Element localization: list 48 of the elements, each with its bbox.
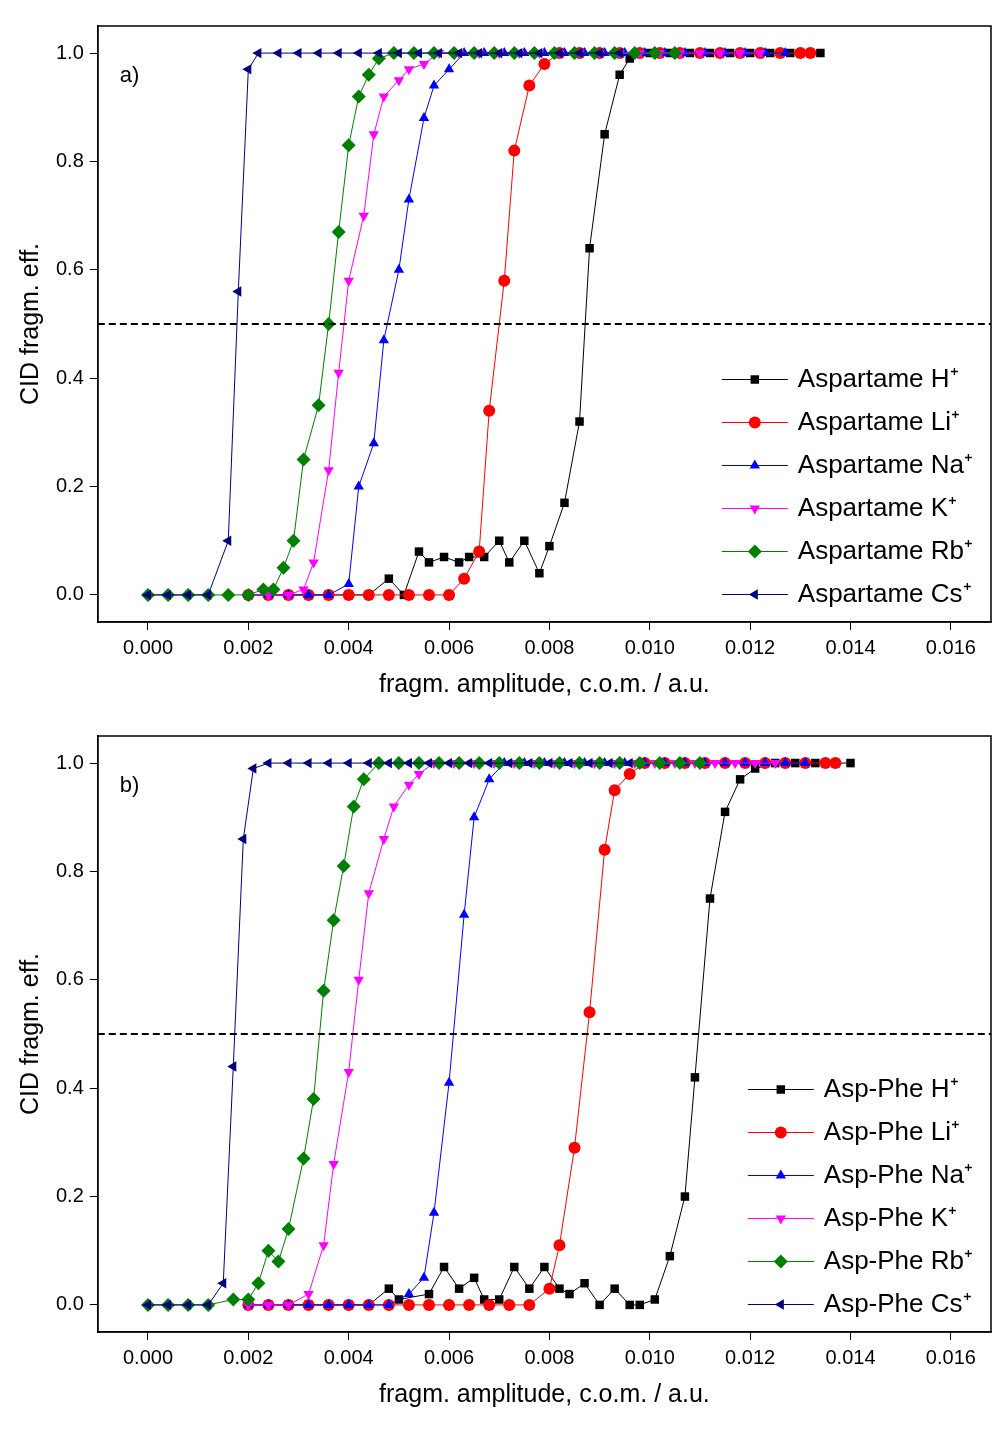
y-tick-label: 0.2 — [55, 474, 84, 497]
y-tick-label: 0.4 — [55, 1075, 84, 1098]
y-tick-label: 0.8 — [55, 858, 84, 881]
x-tick-label: 0.010 — [624, 635, 675, 658]
legend-label: Asp-Phe Li⁺ — [823, 1115, 961, 1146]
x-tick-label: 0.002 — [223, 1345, 274, 1368]
x-tick-label: 0.000 — [122, 1345, 174, 1368]
x-axis-title: fragm. amplitude, c.o.m. / a.u. — [379, 1378, 710, 1407]
y-tick-label: 0.2 — [55, 1184, 84, 1207]
x-tick-label: 0.012 — [725, 635, 776, 658]
annotation: a) — [119, 62, 140, 88]
y-tick-label: 0.6 — [55, 967, 84, 990]
legend-label: Aspartame Li⁺ — [797, 405, 961, 436]
x-tick-label: 0.010 — [624, 1345, 675, 1368]
y-tick-label: 0.0 — [55, 1292, 84, 1315]
x-tick-label: 0.008 — [524, 635, 575, 658]
y-tick-label: 0.0 — [55, 582, 84, 605]
y-tick-label: 0.6 — [55, 257, 84, 280]
y-axis-title: CID fragm. eff. — [14, 952, 43, 1116]
y-tick-label: 1.0 — [55, 40, 84, 63]
legend-label: Asp-Phe K⁺ — [823, 1201, 958, 1232]
legend-label: Asp-Phe H⁺ — [823, 1072, 959, 1103]
y-tick-label: 1.0 — [55, 750, 84, 773]
x-tick-label: 0.006 — [424, 1345, 475, 1368]
legend-label: Aspartame Cs⁺ — [797, 577, 972, 608]
x-tick-label: 0.002 — [223, 635, 274, 658]
x-tick-label: 0.016 — [925, 1345, 976, 1368]
legend-label: Asp-Phe Rb⁺ — [823, 1244, 974, 1275]
x-tick-label: 0.000 — [122, 635, 174, 658]
x-tick-label: 0.014 — [825, 1345, 876, 1368]
legend-label: Aspartame H⁺ — [797, 362, 959, 393]
x-tick-label: 0.014 — [825, 635, 876, 658]
legend-label: Aspartame Na⁺ — [797, 448, 974, 479]
y-tick-label: 0.4 — [55, 365, 84, 388]
x-tick-label: 0.016 — [925, 635, 976, 658]
y-tick-label: 0.8 — [55, 148, 84, 171]
y-axis-title: CID fragm. eff. — [14, 242, 43, 406]
x-tick-label: 0.008 — [524, 1345, 575, 1368]
legend-label: Aspartame Rb⁺ — [797, 534, 974, 565]
annotation: b) — [119, 772, 140, 798]
x-tick-label: 0.006 — [424, 635, 475, 658]
legend-label: Asp-Phe Cs⁺ — [823, 1287, 972, 1318]
x-tick-label: 0.012 — [725, 1345, 776, 1368]
x-tick-label: 0.004 — [323, 635, 374, 658]
x-axis-title: fragm. amplitude, c.o.m. / a.u. — [379, 668, 710, 697]
x-tick-label: 0.004 — [323, 1345, 374, 1368]
legend-label: Aspartame K⁺ — [797, 491, 958, 522]
legend-label: Asp-Phe Na⁺ — [823, 1158, 974, 1189]
